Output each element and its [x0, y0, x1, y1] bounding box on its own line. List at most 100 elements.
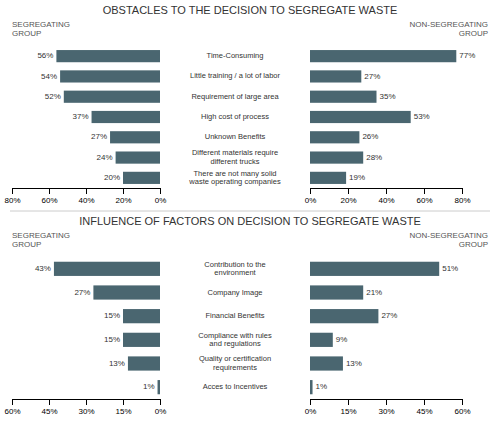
tick: 60% — [4, 399, 20, 416]
data-label: 51% — [442, 264, 458, 273]
tick-label: 45% — [41, 407, 57, 416]
category-label: Quality or certificationrequirements — [199, 354, 271, 372]
category-label: Financial Benefits — [205, 311, 264, 320]
tick-label: 0% — [155, 196, 167, 205]
data-label: 13% — [346, 359, 362, 368]
tick-label: 60% — [416, 196, 432, 205]
group-label: NON-SEGREGATINGGROUP — [409, 20, 488, 38]
tick: 80% — [4, 188, 20, 205]
tick: 40% — [78, 188, 94, 205]
tick-label: 30% — [78, 407, 94, 416]
bar — [310, 151, 363, 163]
data-labels: 1%13%15%15%27%43% — [35, 264, 155, 391]
tick-mark — [49, 188, 50, 194]
axis-line — [311, 189, 463, 195]
tick-mark — [310, 399, 311, 405]
tick-label: 45% — [416, 407, 432, 416]
tick-label: 60% — [41, 196, 57, 205]
bar — [128, 356, 160, 370]
axis-line — [13, 189, 161, 195]
category-labels: There are not many solidwaste operating … — [188, 51, 281, 186]
chart: INFLUENCE OF FACTORS ON DECISION TO SEGR… — [4, 211, 490, 416]
bar — [123, 309, 160, 323]
data-label: 27% — [381, 311, 397, 320]
data-label: 27% — [364, 72, 380, 81]
tick-mark — [12, 188, 13, 194]
bar — [158, 380, 160, 394]
axis-line — [311, 400, 463, 406]
bar — [310, 131, 359, 143]
group-label: NON-SEGREGATINGGROUP — [409, 231, 488, 249]
category-label: There are not many solidwaste operating … — [188, 169, 281, 187]
tick-label: 80% — [454, 196, 470, 205]
bar — [310, 70, 361, 82]
bar — [310, 111, 411, 123]
tick: 0% — [155, 399, 167, 416]
tick-label: 15% — [340, 407, 356, 416]
data-label: 15% — [104, 311, 120, 320]
data-label: 21% — [366, 288, 382, 297]
tick-mark — [424, 188, 425, 194]
bar — [54, 262, 160, 276]
axis-line — [13, 400, 161, 406]
tick-label: 40% — [78, 196, 94, 205]
tick: 40% — [378, 188, 394, 205]
category-label: Different materials requiredifferent tru… — [192, 148, 278, 166]
divider — [10, 211, 490, 212]
category-labels: Acces to IncentivesQuality or certificat… — [198, 260, 272, 392]
bar — [310, 172, 346, 184]
chart-title: OBSTACLES TO THE DECISION TO SEGREGATE W… — [103, 4, 398, 16]
bar — [310, 285, 363, 299]
data-label: 37% — [73, 112, 89, 121]
data-label: 52% — [45, 92, 61, 101]
tick: 45% — [41, 399, 57, 416]
tick: 0% — [305, 399, 317, 416]
tick-mark — [348, 188, 349, 194]
tick: 15% — [115, 399, 131, 416]
tick-label: 0% — [155, 407, 167, 416]
tick-label: 15% — [115, 407, 131, 416]
category-label: Compliance with rulesand regulations — [198, 331, 272, 349]
tick-mark — [123, 188, 124, 194]
data-label: 43% — [35, 264, 51, 273]
data-labels: 1%13%9%27%21%51% — [316, 264, 459, 391]
data-label: 54% — [41, 72, 57, 81]
bar — [310, 262, 439, 276]
data-label: 9% — [336, 335, 348, 344]
bar — [123, 333, 160, 347]
bar — [92, 111, 160, 123]
bar — [56, 50, 160, 62]
tick: 20% — [115, 188, 131, 205]
bar — [310, 333, 333, 347]
tick: 30% — [378, 399, 394, 416]
data-label: 77% — [459, 51, 475, 60]
x-axis: 0%15%30%45%60% — [305, 399, 471, 416]
bars — [54, 262, 160, 395]
tick: 45% — [416, 399, 432, 416]
tick-mark — [86, 399, 87, 405]
tick-label: 30% — [378, 407, 394, 416]
tick-mark — [160, 188, 161, 194]
tick: 0% — [155, 188, 167, 205]
bars — [56, 50, 160, 184]
data-label: 24% — [97, 153, 113, 162]
tick-mark — [348, 399, 349, 405]
category-label: Company Image — [207, 287, 262, 296]
tick: 30% — [78, 399, 94, 416]
tick-label: 40% — [378, 196, 394, 205]
tick-label: 80% — [4, 196, 20, 205]
bar — [116, 151, 160, 163]
tick-label: 0% — [305, 407, 317, 416]
category-label: High cost of process — [201, 112, 269, 121]
data-label: 15% — [104, 335, 120, 344]
bar — [310, 50, 456, 62]
bar — [93, 285, 160, 299]
tick-mark — [49, 399, 50, 405]
data-label: 35% — [380, 92, 396, 101]
bar — [64, 91, 160, 103]
chart-title: INFLUENCE OF FACTORS ON DECISION TO SEGR… — [79, 215, 421, 227]
category-label: Contribution to theenvironment — [204, 260, 265, 278]
tick-label: 20% — [115, 196, 131, 205]
category-label: Little training / a lot of labor — [190, 71, 281, 80]
data-label: 1% — [143, 382, 155, 391]
